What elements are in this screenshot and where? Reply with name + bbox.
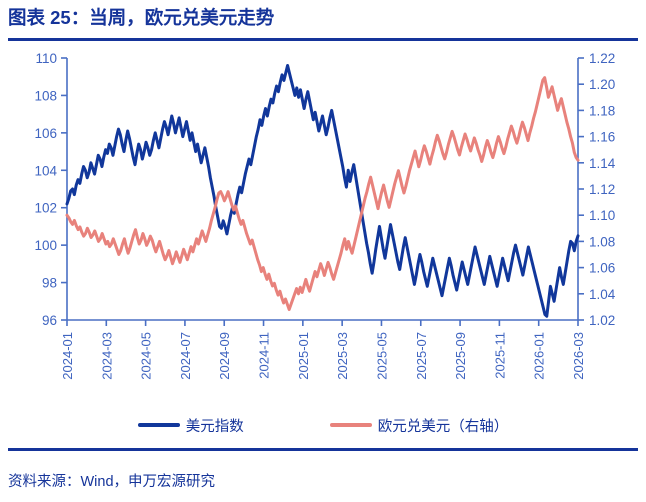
y-axis-right-tick-label: 1.08 <box>589 234 615 249</box>
x-axis-tick-label: 2026-01 <box>532 332 547 380</box>
y-axis-right-tick-label: 1.06 <box>589 261 615 276</box>
series-line-dxy <box>65 63 580 318</box>
figure-title-wrap: 图表 25：当周，欧元兑美元走势 <box>8 6 638 30</box>
y-axis-right-tick-label: 1.12 <box>589 182 615 197</box>
legend-item-dxy[interactable]: 美元指数 <box>137 415 244 436</box>
x-axis-tick-label: 2025-09 <box>453 332 468 380</box>
y-axis-left-tick-label: 106 <box>34 126 57 141</box>
legend-label-eurusd: 欧元兑美元（右轴） <box>377 418 509 435</box>
x-axis-tick-label: 2025-11 <box>492 332 507 379</box>
y-axis-left-tick-label: 104 <box>34 163 57 178</box>
bottom-divider <box>8 448 638 451</box>
y-axis-right-tick-label: 1.04 <box>589 287 616 302</box>
legend-label-dxy: 美元指数 <box>185 418 244 435</box>
x-axis-tick-label: 2024-11 <box>257 332 272 379</box>
legend-swatch-dxy <box>137 423 180 427</box>
y-axis-right-tick-label: 1.02 <box>589 313 615 328</box>
y-axis-right-tick-label: 1.16 <box>589 130 615 145</box>
y-axis-left-tick-label: 110 <box>35 51 57 66</box>
y-axis-left-tick-label: 108 <box>34 88 57 103</box>
x-axis-tick-label: 2025-07 <box>414 332 429 380</box>
line-chart-svg: 96 98 100 102 104 106 108 110 1.02 1.04 1.06 1.08 1.… <box>34 51 616 380</box>
chart-legend: 美元指数 欧元兑美元（右轴） <box>0 412 646 438</box>
title-divider <box>8 38 638 41</box>
y-axis-left-tick-label: 96 <box>42 313 57 328</box>
series-line-eurusd <box>65 76 580 312</box>
y-axis-right-tick-label: 1.10 <box>589 208 615 223</box>
x-axis-tick-label: 2025-01 <box>296 332 311 380</box>
chart-plot-area: 96 98 100 102 104 106 108 110 1.02 1.04 1.06 1.08 1.… <box>0 44 646 424</box>
y-axis-right-tick-label: 1.20 <box>589 77 615 92</box>
y-axis-left-tick-label: 100 <box>34 238 57 253</box>
y-axis-right-tick-label: 1.14 <box>589 156 616 171</box>
x-axis-tick-label: 2024-05 <box>139 332 154 380</box>
page-title: 图表 25：当周，欧元兑美元走势 <box>8 7 275 28</box>
x-axis-tick-label: 2025-03 <box>335 332 350 380</box>
legend-swatch-eurusd <box>329 423 372 427</box>
source-note: 资料来源：Wind，申万宏源研究 <box>8 474 216 490</box>
x-axis-tick-label: 2024-01 <box>60 332 75 380</box>
y-axis-left-tick-label: 102 <box>34 201 57 216</box>
x-axis-tick-label: 2024-07 <box>178 332 193 380</box>
y-axis-right-tick-label: 1.18 <box>589 103 615 118</box>
x-axis-tick-label: 2025-05 <box>374 332 389 380</box>
y-axis-left-tick-label: 98 <box>42 276 57 291</box>
x-axis-tick-label: 2024-09 <box>217 332 232 380</box>
legend-item-eurusd[interactable]: 欧元兑美元（右轴） <box>329 415 509 436</box>
x-axis-tick-label: 2026-03 <box>571 332 586 380</box>
x-axis-tick-label: 2024-03 <box>99 332 114 380</box>
y-axis-right-tick-label: 1.22 <box>589 51 615 66</box>
